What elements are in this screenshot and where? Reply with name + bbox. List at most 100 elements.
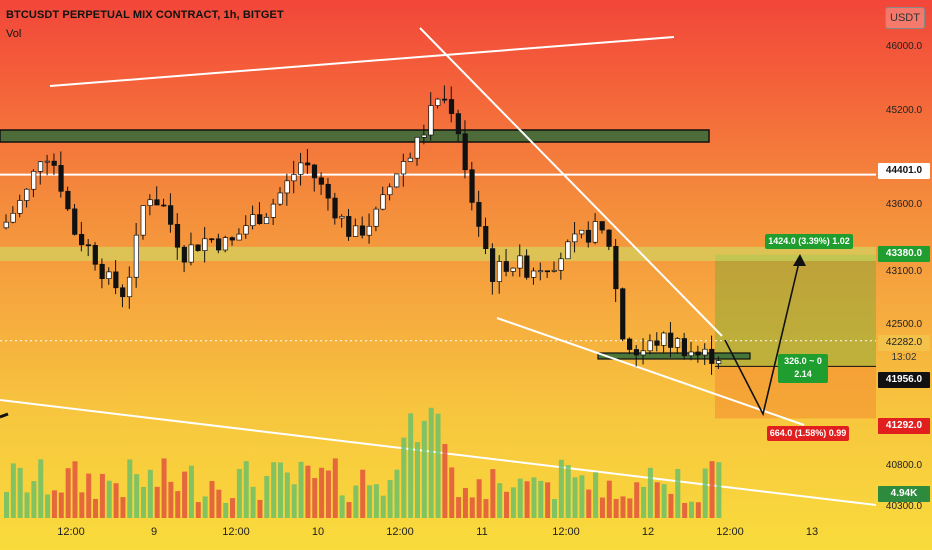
price-tick: 45200.0	[885, 105, 923, 116]
volume-bar	[223, 502, 229, 518]
volume-bar	[682, 502, 688, 518]
candle-body	[661, 332, 667, 346]
candle-body	[236, 233, 242, 241]
volume-bar	[188, 465, 194, 518]
volume-bar	[120, 497, 126, 518]
candle-body	[78, 234, 85, 246]
candle-body	[572, 233, 578, 243]
volume-bar	[250, 486, 256, 518]
volume-indicator-label[interactable]: Vol	[6, 28, 22, 40]
candle-body	[442, 98, 448, 101]
currency-button[interactable]: USDT	[885, 7, 925, 29]
price-tick: 43600.0	[885, 199, 923, 210]
entry-measure-label[interactable]: 326.0 ~ 0 2.14	[778, 354, 828, 383]
price-axis[interactable]: 46000.0 45200.0 43600.0 43100.0 42500.0 …	[876, 0, 932, 518]
price-tick: 46000.0	[885, 41, 923, 52]
candle-body	[647, 340, 653, 352]
candle-body	[17, 200, 23, 214]
volume-bar	[524, 481, 530, 518]
volume-bar	[517, 478, 523, 518]
projection-path	[724, 257, 801, 417]
volume-bar	[415, 442, 420, 518]
stop-measure-label[interactable]: 664.0 (1.58%) 0.99	[767, 426, 849, 441]
wedge-bottom-line	[496, 317, 805, 426]
entry-measure-line1: 326.0 ~ 0	[784, 356, 822, 366]
candle-body	[668, 332, 674, 348]
candle-body	[263, 217, 270, 224]
volume-bar	[45, 494, 51, 518]
candle-body	[311, 164, 318, 179]
time-tick: 13	[805, 526, 819, 538]
volume-bar	[106, 480, 112, 518]
volume-bar	[641, 486, 647, 518]
candle-body	[325, 183, 331, 199]
volume-bar	[154, 486, 160, 518]
candle-body	[469, 169, 475, 203]
candle-body	[250, 214, 256, 227]
supply-zone	[0, 129, 710, 143]
candle-body	[620, 288, 626, 340]
volume-bar	[216, 489, 222, 518]
volume-bar	[312, 478, 318, 518]
upper-trendline	[49, 36, 675, 87]
candle-body	[359, 225, 366, 236]
axis-corner	[876, 518, 932, 550]
candle-body	[37, 161, 44, 172]
candle-body	[688, 351, 694, 357]
candle-body	[44, 160, 50, 163]
volume-bar	[668, 493, 674, 518]
volume-bar	[271, 462, 277, 518]
resistance-price-label: 44401.0	[878, 163, 930, 179]
candle-body	[31, 170, 37, 190]
target-measure-label[interactable]: 1424.0 (3.39%) 1.02	[765, 234, 853, 249]
volume-bar	[230, 498, 236, 518]
candle-body	[65, 190, 71, 210]
candle-body	[339, 216, 345, 219]
volume-bar	[182, 471, 188, 518]
volume-bar	[408, 413, 414, 518]
crosshair-price-label: 42282.0	[878, 335, 930, 351]
candle-body	[448, 99, 455, 114]
volume-bar	[565, 465, 571, 518]
volume-bar	[613, 498, 619, 518]
candle-body	[435, 98, 441, 106]
volume-bar	[298, 461, 304, 518]
time-tick: 12	[641, 526, 655, 538]
volume-bar	[462, 487, 468, 518]
candle-body	[455, 113, 461, 135]
volume-bar	[257, 499, 263, 518]
volume-bar	[449, 467, 455, 518]
candle-body	[222, 237, 229, 251]
volume-bar	[510, 487, 516, 518]
volume-bar	[168, 481, 174, 518]
candle-body	[133, 234, 139, 278]
volume-bar	[236, 468, 242, 518]
symbol-title[interactable]: BTCUSDT PERPETUAL MIX CONTRACT, 1h, BITG…	[6, 9, 284, 21]
candle-body	[633, 349, 640, 356]
volume-bar	[38, 459, 44, 518]
volume-bar	[79, 492, 85, 518]
volume-bar	[586, 489, 592, 518]
volume-value-label: 4.94K	[878, 486, 930, 502]
target-zone	[715, 254, 876, 367]
volume-bar	[504, 491, 510, 518]
last-price-label: 41956.0	[878, 372, 930, 388]
candle-body	[490, 248, 496, 282]
candle-body	[380, 194, 386, 210]
entry-measure-line2: 2.14	[794, 369, 812, 379]
volume-bar	[695, 502, 701, 518]
volume-bar	[10, 463, 16, 518]
candle-body	[168, 205, 174, 225]
volume-bar	[134, 474, 140, 518]
candle-body	[400, 161, 407, 175]
time-axis[interactable]: 12:00 9 12:00 10 12:00 11 12:00 12 12:00…	[0, 518, 876, 550]
price-chart[interactable]	[0, 0, 876, 518]
candle-body	[394, 173, 400, 188]
time-tick: 12:00	[222, 526, 250, 538]
volume-bar	[661, 484, 667, 518]
candle-body	[120, 287, 126, 298]
volume-bar	[599, 497, 605, 518]
price-tick: 40800.0	[885, 460, 923, 471]
candle-body	[531, 270, 537, 278]
volume-bar	[72, 461, 78, 518]
